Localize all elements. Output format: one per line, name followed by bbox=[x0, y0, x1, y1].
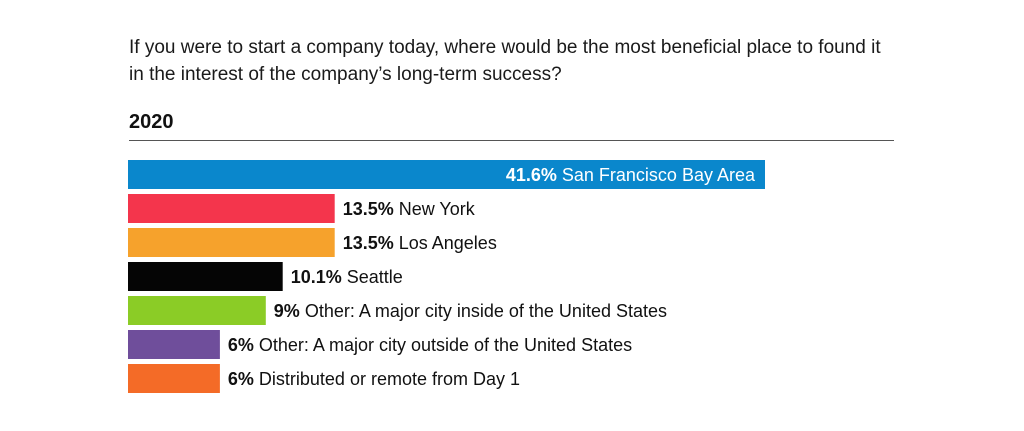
bar-category-5: Other: A major city outside of the Unite… bbox=[254, 335, 632, 355]
chart-question: If you were to start a company today, wh… bbox=[129, 37, 881, 85]
bar-5 bbox=[128, 330, 220, 359]
heading-divider bbox=[129, 140, 894, 141]
bar-label-5: 6% Other: A major city outside of the Un… bbox=[228, 335, 632, 355]
bar-category-6: Distributed or remote from Day 1 bbox=[254, 369, 520, 389]
bar-label-2: 13.5% Los Angeles bbox=[343, 233, 497, 253]
bar-category-4: Other: A major city inside of the United… bbox=[300, 301, 667, 321]
bar-category-1: New York bbox=[394, 199, 476, 219]
bar-4 bbox=[128, 296, 266, 325]
bar-3 bbox=[128, 262, 283, 291]
bar-value-4: 9% bbox=[274, 301, 300, 321]
bar-value-1: 13.5% bbox=[343, 199, 394, 219]
bar-value-2: 13.5% bbox=[343, 233, 394, 253]
bar-label-1: 13.5% New York bbox=[343, 199, 476, 219]
bar-value-3: 10.1% bbox=[291, 267, 342, 287]
bar-category-3: Seattle bbox=[342, 267, 403, 287]
bar-6 bbox=[128, 364, 220, 393]
bar-label-0: 41.6% San Francisco Bay Area bbox=[506, 165, 756, 185]
bar-label-3: 10.1% Seattle bbox=[291, 267, 403, 287]
bar-label-4: 9% Other: A major city inside of the Uni… bbox=[274, 301, 667, 321]
bar-1 bbox=[128, 194, 335, 223]
bar-category-2: Los Angeles bbox=[394, 233, 497, 253]
bar-value-0: 41.6% bbox=[506, 165, 557, 185]
year-heading: 2020 bbox=[129, 111, 174, 133]
bar-category-0: San Francisco Bay Area bbox=[557, 165, 756, 185]
bar-value-5: 6% bbox=[228, 335, 254, 355]
bar-value-6: 6% bbox=[228, 369, 254, 389]
bar-2 bbox=[128, 228, 335, 257]
bar-label-6: 6% Distributed or remote from Day 1 bbox=[228, 369, 520, 389]
bar-0 bbox=[128, 160, 765, 189]
